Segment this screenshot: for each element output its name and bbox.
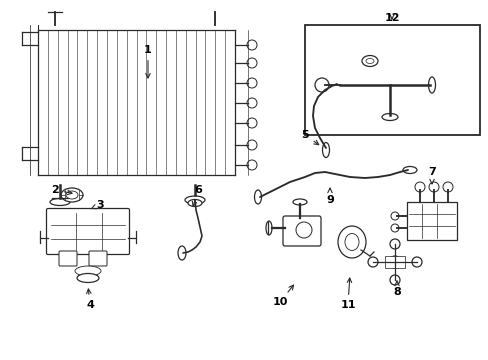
Text: 7: 7 — [427, 167, 435, 184]
Ellipse shape — [75, 266, 101, 276]
Circle shape — [367, 257, 377, 267]
Text: 8: 8 — [392, 281, 400, 297]
Ellipse shape — [50, 198, 70, 206]
Text: 3: 3 — [91, 200, 103, 210]
Text: 4: 4 — [86, 289, 94, 310]
Text: 2: 2 — [51, 185, 72, 195]
FancyBboxPatch shape — [89, 251, 107, 266]
Ellipse shape — [178, 246, 185, 260]
Ellipse shape — [365, 59, 373, 63]
Text: 6: 6 — [192, 185, 202, 206]
Ellipse shape — [345, 234, 358, 251]
Circle shape — [388, 256, 400, 268]
Circle shape — [390, 212, 398, 220]
Ellipse shape — [292, 199, 306, 205]
FancyBboxPatch shape — [283, 216, 320, 246]
Ellipse shape — [427, 77, 435, 93]
Ellipse shape — [184, 196, 204, 204]
Circle shape — [314, 78, 328, 92]
Ellipse shape — [381, 113, 397, 121]
Bar — [384, 256, 404, 268]
Text: 1: 1 — [144, 45, 152, 78]
Text: 5: 5 — [301, 130, 318, 145]
Circle shape — [389, 239, 399, 249]
Circle shape — [414, 182, 424, 192]
Ellipse shape — [361, 55, 377, 67]
Ellipse shape — [337, 226, 365, 258]
Ellipse shape — [254, 190, 261, 204]
Ellipse shape — [402, 166, 416, 174]
Ellipse shape — [327, 78, 346, 87]
Text: 12: 12 — [384, 13, 399, 23]
Circle shape — [389, 275, 399, 285]
Circle shape — [428, 182, 438, 192]
Circle shape — [442, 182, 452, 192]
Text: 10: 10 — [272, 285, 293, 307]
Bar — [305, 25, 479, 135]
Circle shape — [411, 257, 421, 267]
Circle shape — [295, 222, 311, 238]
Circle shape — [390, 224, 398, 232]
Ellipse shape — [66, 191, 78, 199]
Ellipse shape — [187, 199, 202, 207]
Bar — [406, 202, 456, 240]
Text: 11: 11 — [340, 278, 355, 310]
Text: 9: 9 — [325, 188, 333, 205]
Ellipse shape — [322, 143, 329, 158]
Ellipse shape — [77, 274, 99, 283]
Ellipse shape — [61, 188, 83, 202]
Ellipse shape — [265, 221, 271, 235]
FancyBboxPatch shape — [59, 251, 77, 266]
FancyBboxPatch shape — [46, 208, 129, 255]
